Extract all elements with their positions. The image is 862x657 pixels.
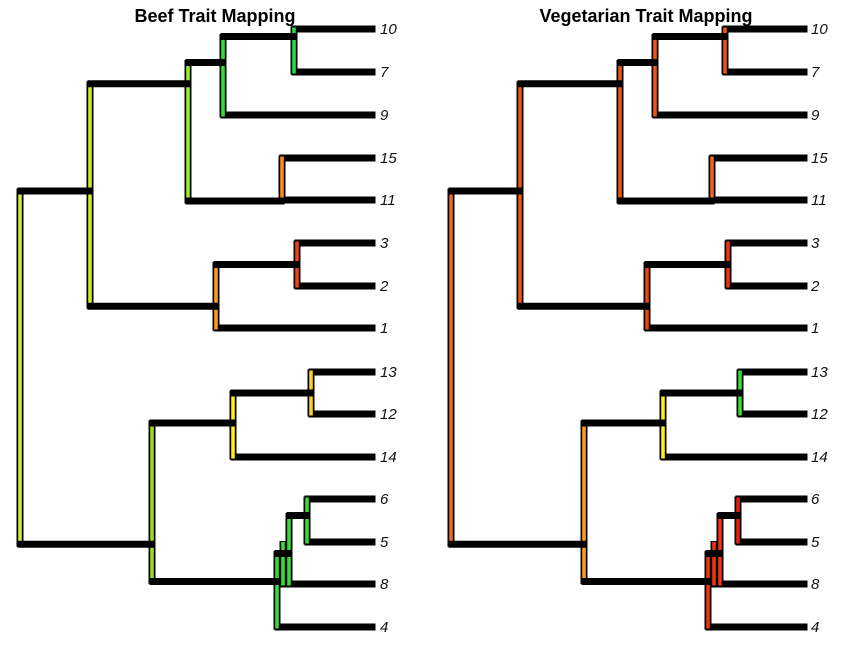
vegetarian-tip-label: 8 — [811, 576, 820, 593]
beef-tip-label: 6 — [380, 491, 389, 508]
vegetarian-tip-label: 14 — [811, 449, 828, 466]
vegetarian-tip-label: 13 — [811, 364, 828, 381]
beef-tree-branches — [16, 25, 376, 631]
beef-tip-label: 11 — [380, 192, 396, 209]
vegetarian-tip-label: 3 — [811, 235, 820, 252]
vegetarian-tip-label: 6 — [811, 491, 820, 508]
vegetarian-trait-tree: Vegetarian Trait Mapping 107915113211312… — [447, 6, 828, 636]
vegetarian-tip-label: 11 — [811, 192, 827, 209]
vegetarian-tip-label: 5 — [811, 534, 820, 551]
beef-panel-title: Beef Trait Mapping — [134, 6, 295, 26]
beef-tip-label: 7 — [380, 64, 389, 81]
beef-tip-label: 1 — [380, 320, 388, 337]
vegetarian-tip-label: 12 — [811, 406, 828, 423]
vegetarian-tip-label: 1 — [811, 320, 819, 337]
vegetarian-tip-label: 4 — [811, 619, 819, 636]
vegetarian-tip-label: 10 — [811, 21, 828, 38]
vegetarian-tree-branches — [447, 25, 808, 631]
beef-tip-label: 4 — [380, 619, 388, 636]
beef-tip-label: 2 — [379, 278, 389, 295]
vegetarian-panel-title: Vegetarian Trait Mapping — [539, 6, 752, 26]
beef-tip-label: 3 — [380, 235, 389, 252]
beef-tip-label: 13 — [380, 364, 397, 381]
beef-tip-label: 15 — [380, 150, 397, 167]
vegetarian-tip-label: 2 — [810, 278, 820, 295]
beef-tip-label: 9 — [380, 107, 389, 124]
vegetarian-tip-label: 15 — [811, 150, 828, 167]
beef-tip-label: 12 — [380, 406, 397, 423]
beef-tip-label: 8 — [380, 576, 389, 593]
beef-tip-label: 5 — [380, 534, 389, 551]
beef-tip-label: 10 — [380, 21, 397, 38]
vegetarian-tip-label: 7 — [811, 64, 820, 81]
beef-tip-label: 14 — [380, 449, 397, 466]
vegetarian-tip-label: 9 — [811, 107, 820, 124]
